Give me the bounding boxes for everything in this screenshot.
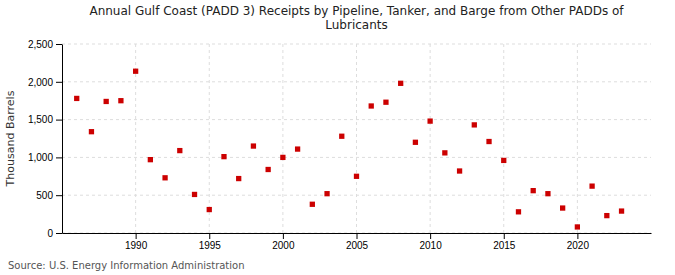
- grid-line: [282, 44, 283, 233]
- point: [251, 143, 256, 148]
- point: [104, 99, 109, 104]
- point: [236, 176, 241, 181]
- tick-label: 0: [47, 228, 53, 239]
- tick: 500: [36, 190, 62, 201]
- tick-mark: [577, 233, 578, 239]
- point: [221, 154, 226, 159]
- point: [339, 134, 344, 139]
- point: [148, 157, 153, 162]
- point: [501, 158, 506, 163]
- grid-line: [503, 44, 504, 233]
- point: [74, 96, 79, 101]
- tick-mark: [504, 233, 505, 239]
- point: [89, 129, 94, 134]
- point: [442, 150, 447, 155]
- point: [457, 168, 462, 173]
- grid-line: [577, 44, 578, 233]
- tick-label: 1995: [199, 240, 222, 251]
- grid-line: [209, 44, 210, 233]
- tick: 2,500: [28, 39, 62, 50]
- point: [398, 81, 403, 86]
- tick-label: 2015: [493, 240, 516, 251]
- tick-label: 2020: [567, 240, 590, 251]
- x-axis: 1990 1995 2000 2005 2010 2015 2020: [63, 233, 652, 251]
- point: [531, 188, 536, 193]
- tick-mark: [56, 157, 62, 158]
- tick: 1990: [125, 233, 148, 251]
- y-axis-title: Thousand Barrels: [4, 90, 17, 187]
- point: [486, 139, 491, 144]
- tick-mark: [136, 233, 137, 239]
- grid-line: [62, 119, 651, 120]
- points: [74, 69, 624, 230]
- chart: 1990 1995 2000 2005 2010 2015 2020 0 500 1,000 1,5…: [0, 0, 675, 275]
- tick: 2005: [346, 233, 369, 251]
- tick-label: 1,000: [28, 152, 53, 163]
- tick-label: 1,500: [28, 114, 53, 125]
- tick-mark: [430, 233, 431, 239]
- grid: [62, 44, 651, 233]
- point: [280, 155, 285, 160]
- point: [324, 191, 329, 196]
- tick-label: 2005: [346, 240, 369, 251]
- title: Annual Gulf Coast (PADD 3) Receipts by P…: [89, 4, 624, 32]
- point: [575, 224, 580, 229]
- tick-label: 2,500: [28, 39, 53, 50]
- point: [207, 207, 212, 212]
- tick-mark: [209, 233, 210, 239]
- point: [192, 192, 197, 197]
- point: [472, 122, 477, 127]
- point: [295, 146, 300, 151]
- tick-mark: [56, 44, 62, 45]
- tick-mark: [56, 233, 62, 234]
- axis-line: [62, 45, 63, 234]
- point: [413, 140, 418, 145]
- tick: 1,500: [28, 114, 62, 125]
- tick-mark: [56, 82, 62, 83]
- point: [589, 183, 594, 188]
- point: [133, 69, 138, 74]
- point: [162, 175, 167, 180]
- tick-label: 2,000: [28, 77, 53, 88]
- point: [604, 213, 609, 218]
- tick: 2020: [567, 233, 590, 251]
- point: [619, 208, 624, 213]
- tick-label: 1990: [125, 240, 148, 251]
- y-axis: 0 500 1,000 1,500 2,000 2,500: [28, 39, 63, 239]
- point: [560, 205, 565, 210]
- point: [516, 209, 521, 214]
- point: [354, 174, 359, 179]
- plot: 1990 1995 2000 2005 2010 2015 2020 0 500 1,000 1,5…: [28, 39, 652, 251]
- tick: 1995: [199, 233, 222, 251]
- tick-mark: [357, 233, 358, 239]
- tick: 2010: [420, 233, 443, 251]
- point: [383, 100, 388, 105]
- tick-mark: [56, 195, 62, 196]
- grid-line: [430, 44, 431, 233]
- tick: 0: [47, 228, 62, 239]
- point: [369, 103, 374, 108]
- tick: 2,000: [28, 77, 62, 88]
- tick-mark: [56, 120, 62, 121]
- tick-mark: [283, 233, 284, 239]
- point: [177, 148, 182, 153]
- tick: 2000: [272, 233, 295, 251]
- tick: 2015: [493, 233, 516, 251]
- source-note: Source: U.S. Energy Information Administ…: [8, 260, 245, 271]
- tick-label: 2010: [420, 240, 443, 251]
- point: [427, 118, 432, 123]
- point: [310, 202, 315, 207]
- tick: 1,000: [28, 152, 62, 163]
- tick-label: 2000: [272, 240, 295, 251]
- grid-line: [356, 44, 357, 233]
- point: [545, 191, 550, 196]
- point: [118, 98, 123, 103]
- tick-label: 500: [36, 190, 53, 201]
- point: [266, 167, 271, 172]
